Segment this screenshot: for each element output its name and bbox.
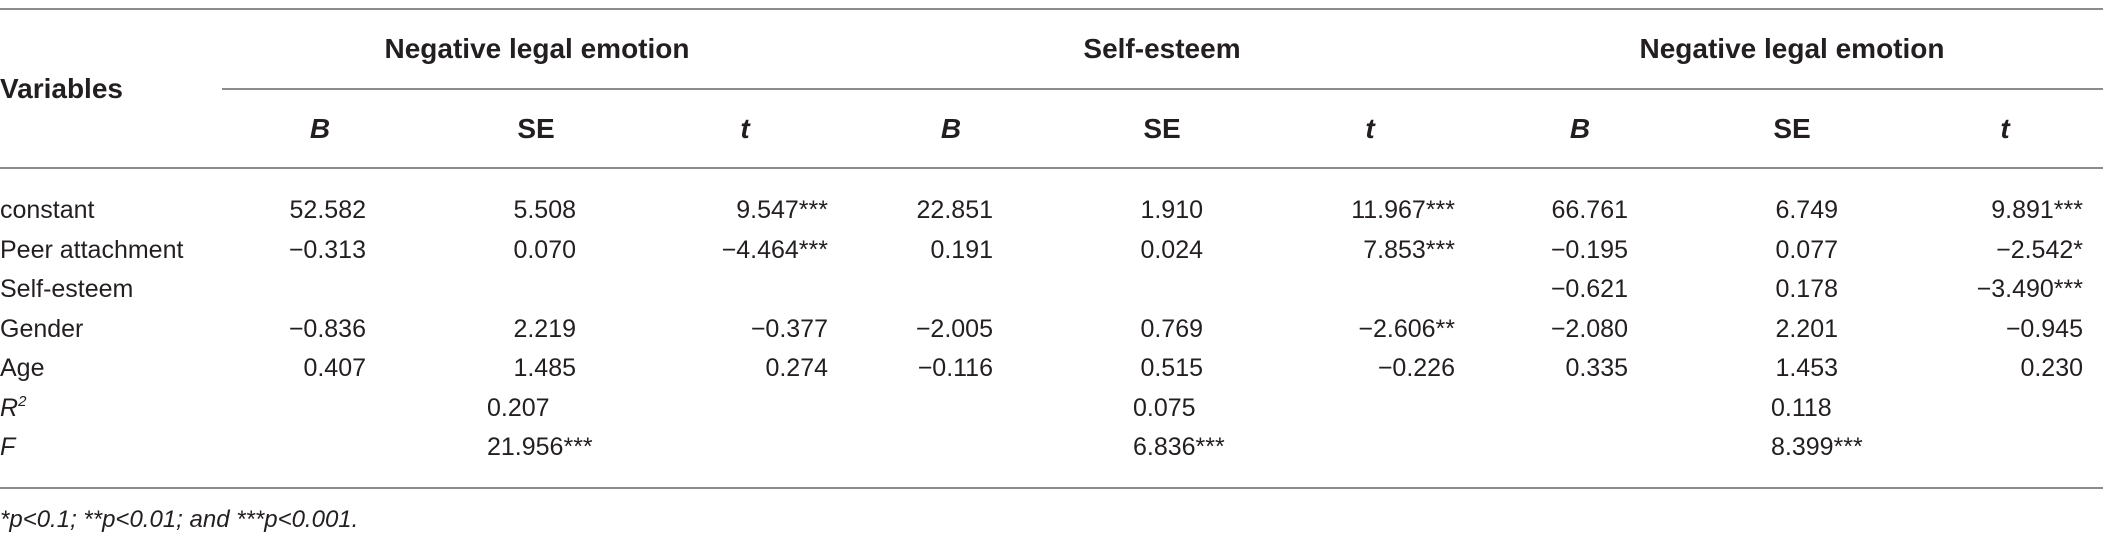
table-cell: 0.191 <box>930 236 993 264</box>
top-rule <box>0 8 2103 10</box>
table-cell: −3.490*** <box>1976 275 2083 303</box>
table-cell: −2.005 <box>915 315 993 343</box>
subheader-b-2: B <box>940 113 962 144</box>
subheader-b-3: B <box>1569 113 1591 144</box>
table-cell: −0.195 <box>1550 236 1628 264</box>
table-cell: 5.508 <box>513 196 576 224</box>
f-value: 21.956*** <box>487 433 593 461</box>
r-squared-value: 0.207 <box>487 394 550 422</box>
bottom-rule <box>0 487 2103 489</box>
table-cell: 52.582 <box>289 196 366 224</box>
table-cell: 9.891*** <box>1991 196 2083 224</box>
r-squared-value: 0.075 <box>1133 394 1196 422</box>
row-label: constant <box>0 196 95 224</box>
table-cell: 6.749 <box>1775 196 1838 224</box>
row-header-variables: Variables <box>0 73 123 104</box>
r-squared-symbol: R <box>0 394 19 422</box>
table-cell: 7.853*** <box>1363 236 1455 264</box>
subheader-t-1: t <box>740 113 750 144</box>
table-cell: 0.769 <box>1140 315 1203 343</box>
table-cell: −2.080 <box>1550 315 1628 343</box>
table-cell: −0.226 <box>1377 354 1455 382</box>
r-squared-value: 0.118 <box>1771 394 1832 422</box>
table-cell: 2.219 <box>513 315 576 343</box>
table-cell: −0.377 <box>750 315 828 343</box>
r-squared-superscript: 2 <box>18 393 27 410</box>
row-label-f: F <box>0 433 16 461</box>
table-cell: 1.453 <box>1775 354 1838 382</box>
table-cell: 1.485 <box>513 354 576 382</box>
f-value: 6.836*** <box>1133 433 1225 461</box>
table-cell: 0.274 <box>765 354 828 382</box>
header-rule <box>0 167 2103 169</box>
row-label: Peer attachment <box>0 236 184 264</box>
table-cell: 66.761 <box>1551 196 1628 224</box>
table-cell: −4.464*** <box>721 236 828 264</box>
group-header-negative-legal-emotion-1: Negative legal emotion <box>384 33 690 64</box>
table-cell: −0.116 <box>917 354 993 382</box>
subheader-se-3: SE <box>1773 113 1811 144</box>
group-header-rule <box>222 88 2103 90</box>
group-header-self-esteem: Self-esteem <box>1083 33 1241 64</box>
row-label: Self-esteem <box>0 275 134 303</box>
table-cell: 22.851 <box>916 196 993 224</box>
row-label: Gender <box>0 315 84 343</box>
table-cell: 1.910 <box>1140 196 1203 224</box>
table-cell: 0.070 <box>513 236 576 264</box>
table-cell: 2.201 <box>1775 315 1838 343</box>
table-cell: −2.542* <box>1996 236 2083 264</box>
table-cell: −0.836 <box>288 315 366 343</box>
table-cell: 0.515 <box>1140 354 1203 382</box>
table-cell: 0.077 <box>1775 236 1838 264</box>
table-cell: 0.335 <box>1565 354 1628 382</box>
table-cell: 9.547*** <box>736 196 828 224</box>
table-cell: −2.606** <box>1358 315 1455 343</box>
table-cell: 0.407 <box>303 354 366 382</box>
subheader-t-3: t <box>2000 113 2010 144</box>
f-value: 8.399*** <box>1771 433 1863 461</box>
subheader-se-1: SE <box>517 113 555 144</box>
subheader-se-2: SE <box>1143 113 1181 144</box>
row-label: Age <box>0 354 45 382</box>
table-cell: 0.178 <box>1775 275 1838 303</box>
table-cell: 11.967*** <box>1351 196 1455 224</box>
table-footnote: *p<0.1; **p<0.01; and ***p<0.001. <box>0 506 359 533</box>
table-cell: −0.945 <box>2005 315 2083 343</box>
table-cell: 0.024 <box>1140 236 1203 264</box>
table-cell: −0.621 <box>1550 275 1628 303</box>
table-cell: 0.230 <box>2020 354 2083 382</box>
row-label-r-squared: R2 <box>0 393 26 423</box>
group-header-negative-legal-emotion-2: Negative legal emotion <box>1639 33 1945 64</box>
subheader-t-2: t <box>1365 113 1375 144</box>
table-cell: −0.313 <box>288 236 366 264</box>
subheader-b-1: B <box>309 113 331 144</box>
